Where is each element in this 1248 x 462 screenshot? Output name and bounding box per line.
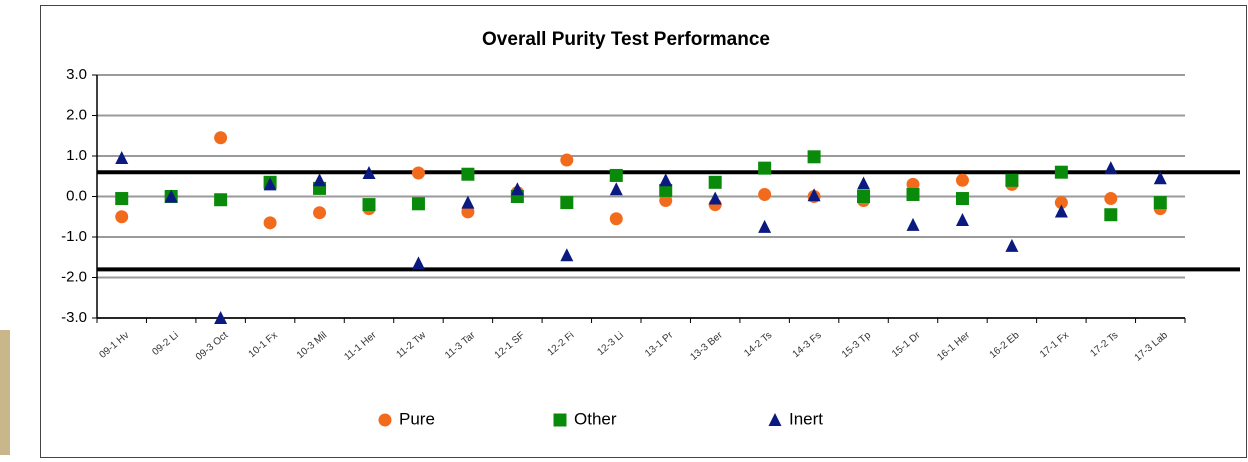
point [659, 173, 673, 187]
point [708, 175, 722, 189]
legend-label: Pure [399, 409, 435, 428]
point [510, 182, 524, 196]
point [906, 177, 920, 191]
point [659, 194, 673, 208]
legend-marker [553, 413, 567, 427]
legend-label: Other [574, 409, 617, 428]
point [1153, 196, 1167, 210]
point [609, 182, 623, 196]
point [214, 131, 228, 145]
background-photo-edge [0, 330, 10, 455]
point [955, 212, 969, 226]
point [461, 195, 475, 209]
point [857, 176, 871, 190]
point [411, 256, 425, 270]
point [115, 210, 129, 224]
point [1005, 238, 1019, 252]
point [758, 219, 772, 233]
point [214, 311, 228, 324]
point [115, 192, 129, 206]
point [411, 197, 425, 211]
y-tick-label: -2.0 [61, 268, 87, 285]
y-tick-label: 2.0 [66, 106, 87, 123]
point [1104, 208, 1118, 222]
point [362, 166, 376, 180]
point [807, 150, 821, 164]
point [758, 187, 772, 201]
point [1054, 165, 1068, 179]
point [906, 217, 920, 231]
point [164, 189, 178, 203]
point [659, 183, 673, 197]
point [609, 168, 623, 182]
chart-frame [40, 5, 1247, 458]
legend-marker [378, 413, 392, 427]
point [609, 212, 623, 226]
point [461, 205, 475, 219]
point [1054, 196, 1068, 210]
y-tick-label: -3.0 [61, 309, 87, 326]
point [955, 192, 969, 206]
y-tick-label: 3.0 [66, 66, 87, 83]
point [362, 198, 376, 212]
y-tick-label: -1.0 [61, 228, 87, 245]
point [560, 153, 574, 167]
chart-title: Overall Purity Test Performance [482, 29, 770, 50]
point [560, 248, 574, 262]
point [758, 161, 772, 175]
point [461, 167, 475, 181]
legend-marker [768, 413, 782, 426]
point [313, 173, 327, 187]
legend-label: Inert [789, 409, 823, 428]
point [708, 191, 722, 205]
point [214, 193, 228, 207]
point [313, 206, 327, 220]
y-tick-label: 0.0 [66, 187, 87, 204]
point [560, 196, 574, 210]
point [1054, 204, 1068, 218]
point [857, 190, 871, 203]
point [411, 166, 425, 180]
point [115, 151, 129, 165]
point [807, 188, 821, 202]
y-tick-label: 1.0 [66, 147, 87, 164]
point [906, 187, 920, 201]
point [955, 173, 969, 187]
point [1104, 161, 1118, 175]
point [263, 216, 277, 230]
point [1005, 173, 1019, 187]
point [1104, 192, 1118, 206]
point [1153, 171, 1167, 185]
point [263, 177, 277, 191]
